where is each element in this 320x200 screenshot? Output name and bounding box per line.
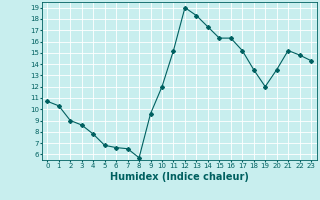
X-axis label: Humidex (Indice chaleur): Humidex (Indice chaleur) bbox=[110, 172, 249, 182]
